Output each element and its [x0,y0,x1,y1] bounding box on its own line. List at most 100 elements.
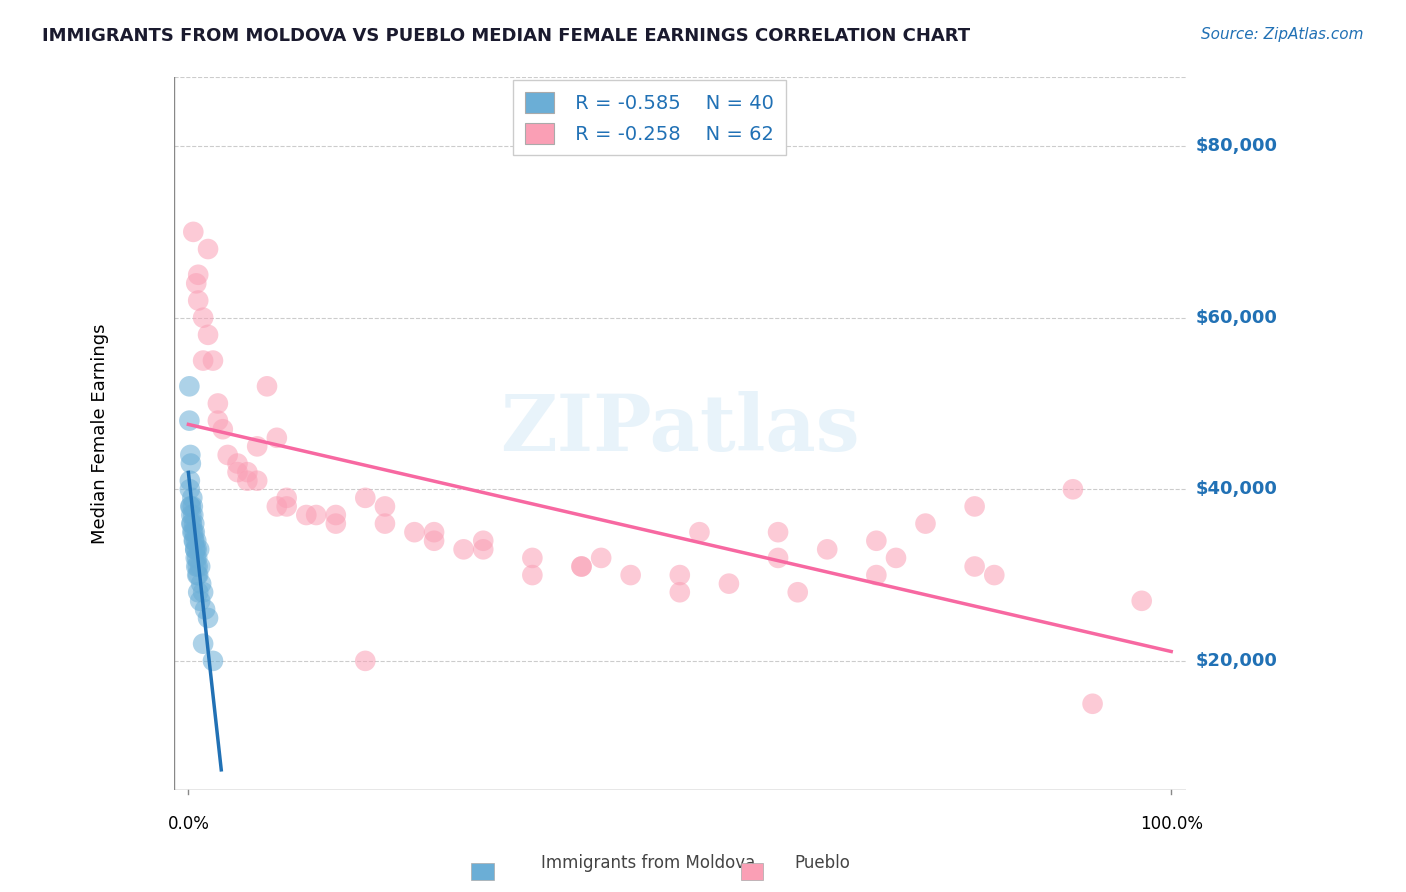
Point [211,422,233,436]
Point [1130,594,1153,608]
Point [571,559,593,574]
Point [983,568,1005,582]
Point [180,516,202,531]
Point [186,550,208,565]
Point [194,602,217,616]
Point [276,491,298,505]
Point [191,310,214,325]
Text: $80,000: $80,000 [1195,137,1278,155]
Text: 0.0%: 0.0% [167,815,209,833]
Point [181,491,204,505]
Point [179,483,201,497]
Point [1081,697,1104,711]
Point [191,353,214,368]
Point [246,474,269,488]
Point [188,559,211,574]
Point [179,379,201,393]
Point [256,379,278,393]
Point [620,568,643,582]
Point [374,500,396,514]
Point [188,594,211,608]
Point [201,353,224,368]
Point [472,542,495,557]
Point [276,500,298,514]
Point [179,500,201,514]
Text: Source: ZipAtlas.com: Source: ZipAtlas.com [1201,27,1364,42]
Point [472,533,495,548]
Point [184,550,207,565]
Point [184,542,207,557]
Point [963,559,986,574]
Point [453,542,475,557]
Text: Median Female Earnings: Median Female Earnings [91,323,108,544]
Point [188,542,211,557]
Point [186,277,208,291]
Point [374,516,396,531]
Point [197,242,219,256]
Point [187,568,209,582]
Legend:  R = -0.585    N = 40,  R = -0.258    N = 62: R = -0.585 N = 40, R = -0.258 N = 62 [513,80,786,155]
Point [183,533,205,548]
Point [184,542,207,557]
Point [186,568,208,582]
Point [914,516,936,531]
Point [180,500,202,514]
Point [766,525,789,540]
Point [187,559,209,574]
Point [197,611,219,625]
Point [191,585,214,599]
Point [786,585,808,599]
Point [404,525,426,540]
Point [236,465,259,479]
Point [183,533,205,548]
Point [266,500,288,514]
Point [184,525,207,540]
Point [354,491,377,505]
Point [226,457,249,471]
Point [865,533,887,548]
Point [207,396,229,410]
Point [180,457,202,471]
Point [186,542,208,557]
Point [180,508,202,522]
Point [354,654,377,668]
Point [236,474,259,488]
Point [423,525,446,540]
Point [522,568,544,582]
Text: $60,000: $60,000 [1195,309,1278,326]
Point [571,559,593,574]
Point [423,533,446,548]
Point [183,516,205,531]
Point [207,414,229,428]
Point [179,448,201,462]
Point [181,225,204,239]
Point [325,508,347,522]
Point [522,550,544,565]
Point [197,327,219,342]
Text: Pueblo: Pueblo [794,855,851,872]
Point [186,559,208,574]
Point [717,576,740,591]
Point [181,525,204,540]
Text: Immigrants from Moldova: Immigrants from Moldova [541,855,755,872]
Point [187,293,209,308]
Point [325,516,347,531]
Point [815,542,838,557]
Point [181,525,204,540]
Point [190,576,212,591]
Point [246,439,269,453]
Point [884,550,907,565]
Point [668,568,690,582]
Point [963,500,986,514]
Point [181,500,204,514]
Point [688,525,710,540]
Point [181,508,204,522]
Point [766,550,789,565]
Point [305,508,328,522]
Point [1062,483,1084,497]
Point [266,431,288,445]
Text: 100.0%: 100.0% [1140,815,1202,833]
Point [201,654,224,668]
Point [179,414,201,428]
Text: $20,000: $20,000 [1195,652,1278,670]
